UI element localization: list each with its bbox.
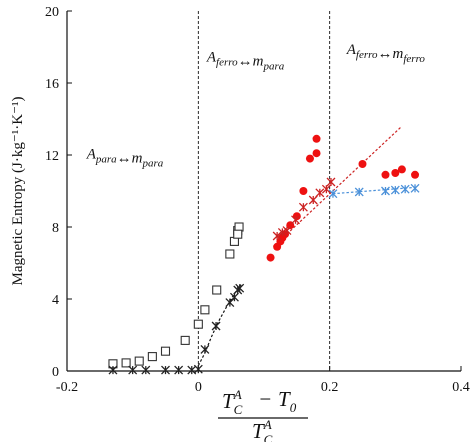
data-point [134, 356, 144, 366]
data-point [282, 226, 292, 236]
data-point [212, 285, 222, 295]
x-label-minus: − [258, 387, 272, 411]
y-axis-label: Magnetic Entropy (J·kg⁻¹·K⁻¹) [10, 97, 26, 286]
data-point [200, 344, 210, 354]
data-point [128, 365, 138, 375]
data-point [200, 305, 210, 315]
data-point [161, 365, 170, 375]
data-point [225, 249, 235, 259]
data-point [326, 177, 336, 187]
data-point [147, 352, 157, 362]
y-tick-label: 20 [45, 5, 59, 20]
x-tick-label: 0.2 [321, 380, 339, 395]
data-point [277, 227, 287, 237]
data-point [121, 358, 131, 368]
data-point [328, 189, 338, 199]
region-label: Aferro↔mferro [346, 42, 426, 65]
data-point [381, 186, 390, 196]
data-point [233, 229, 243, 239]
data-point [354, 187, 364, 197]
data-point [315, 188, 325, 198]
data-point [211, 321, 221, 331]
x-label-term: T0 [278, 387, 297, 415]
data-point [397, 165, 406, 174]
data-point [410, 183, 420, 193]
data-point [305, 154, 314, 163]
data-point [291, 215, 300, 225]
data-point [193, 364, 203, 374]
x-label-term: TA C [252, 417, 273, 442]
x-tick-label: 0 [195, 380, 202, 395]
data-point [308, 195, 318, 205]
region-label: Apara↔mpara [86, 147, 164, 170]
data-point [229, 292, 239, 302]
data-point [390, 185, 400, 195]
data-point [160, 346, 171, 356]
data-point [358, 160, 367, 168]
y-tick-label: 4 [52, 293, 59, 308]
data-point [391, 169, 400, 177]
data-point [193, 319, 203, 329]
data-point [272, 231, 282, 241]
y-tick-label: 12 [45, 149, 59, 164]
data-point [298, 202, 308, 212]
data-point [381, 170, 390, 179]
data-point [411, 170, 420, 179]
data-point [312, 134, 321, 143]
data-point [180, 335, 190, 345]
trendline [332, 186, 416, 195]
y-tick-label: 16 [45, 77, 59, 92]
trendline [276, 125, 403, 244]
data-point [174, 365, 184, 375]
y-tick-label: 8 [52, 221, 59, 236]
data-point [312, 149, 321, 158]
y-tick-label: 0 [52, 365, 59, 380]
data-point [400, 184, 410, 194]
data-point [235, 283, 245, 293]
data-point [299, 187, 308, 195]
data-point [141, 365, 151, 375]
x-tick-label: -0.2 [56, 380, 78, 395]
x-label-term: TA C [222, 387, 243, 417]
data-point [266, 253, 275, 262]
region-label: Aferro↔mpara [206, 49, 285, 72]
x-tick-label: 0.4 [452, 380, 470, 395]
data-point [108, 365, 118, 375]
data-point [321, 184, 331, 194]
